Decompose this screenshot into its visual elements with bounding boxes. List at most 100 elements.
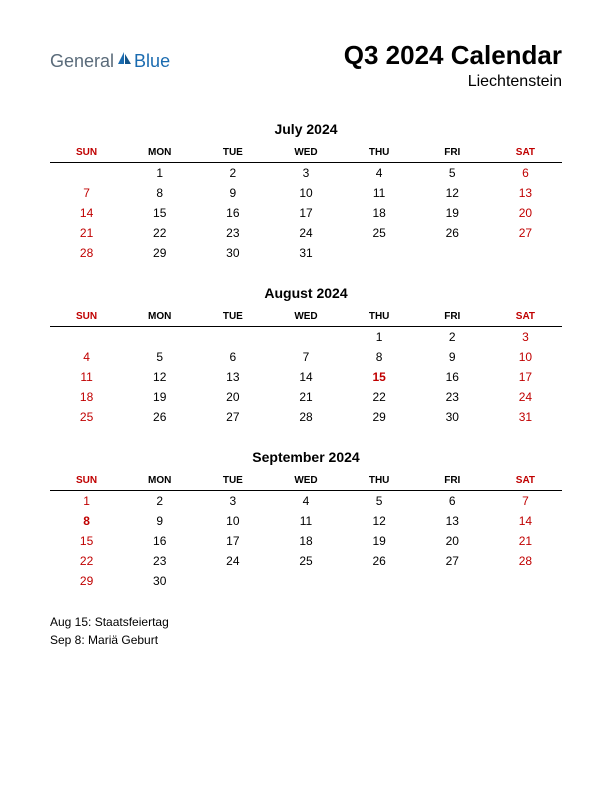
calendar-cell-empty: [123, 327, 196, 348]
page-subtitle: Liechtenstein: [344, 73, 562, 91]
calendar-cell: 28: [269, 407, 342, 427]
calendar-cell: 2: [123, 491, 196, 512]
calendar-cell: 15: [343, 367, 416, 387]
weekday-header: MON: [123, 143, 196, 163]
calendar-cell: 22: [123, 223, 196, 243]
calendar-cell: 14: [269, 367, 342, 387]
header: GeneralBlue Q3 2024 Calendar Liechtenste…: [50, 40, 562, 91]
calendar-cell: 27: [416, 551, 489, 571]
calendar-cell: 22: [343, 387, 416, 407]
calendar-cell-empty: [489, 571, 562, 591]
calendar-cell: 7: [50, 183, 123, 203]
weekday-header: THU: [343, 143, 416, 163]
calendar-cell: 18: [50, 387, 123, 407]
calendar-cell: 23: [196, 223, 269, 243]
calendar-cell: 28: [50, 243, 123, 263]
calendar-cell: 2: [416, 327, 489, 348]
calendar-cell: 4: [50, 347, 123, 367]
calendar-cell: 5: [416, 163, 489, 184]
calendar-cell: 14: [489, 511, 562, 531]
calendar-cell-empty: [343, 243, 416, 263]
weekday-header: TUE: [196, 143, 269, 163]
weekday-header: SUN: [50, 143, 123, 163]
weekday-header: SAT: [489, 307, 562, 327]
calendar-cell: 14: [50, 203, 123, 223]
calendar-cell: 5: [343, 491, 416, 512]
calendar-cell: 21: [489, 531, 562, 551]
calendar-cell: 11: [50, 367, 123, 387]
calendar-cell: 3: [269, 163, 342, 184]
calendar-cell: 18: [269, 531, 342, 551]
page-title: Q3 2024 Calendar: [344, 40, 562, 71]
month-block: July 2024SUNMONTUEWEDTHUFRISAT1234567891…: [50, 121, 562, 263]
calendar-cell-empty: [196, 327, 269, 348]
calendar-cell: 25: [50, 407, 123, 427]
calendar-cell: 28: [489, 551, 562, 571]
weekday-header: MON: [123, 307, 196, 327]
calendar-cell-empty: [50, 163, 123, 184]
calendar-cell-empty: [416, 571, 489, 591]
calendar-cell-empty: [50, 327, 123, 348]
calendar-cell: 9: [123, 511, 196, 531]
calendar-cell-empty: [489, 243, 562, 263]
calendar-cell: 29: [50, 571, 123, 591]
calendar-cell: 16: [416, 367, 489, 387]
calendar-cell: 13: [416, 511, 489, 531]
weekday-header: WED: [269, 471, 342, 491]
calendar-table: SUNMONTUEWEDTHUFRISAT1234567891011121314…: [50, 307, 562, 427]
logo: GeneralBlue: [50, 50, 170, 73]
calendar-cell-empty: [416, 243, 489, 263]
calendar-cell: 3: [196, 491, 269, 512]
calendar-cell: 11: [269, 511, 342, 531]
weekday-header: SUN: [50, 471, 123, 491]
calendar-cell: 12: [343, 511, 416, 531]
calendar-cell: 26: [416, 223, 489, 243]
weekday-header: SUN: [50, 307, 123, 327]
calendar-cell: 18: [343, 203, 416, 223]
calendar-cell: 12: [416, 183, 489, 203]
calendar-cell: 16: [123, 531, 196, 551]
calendar-cell-empty: [269, 571, 342, 591]
calendar-cell: 8: [123, 183, 196, 203]
calendar-cell-empty: [196, 571, 269, 591]
calendar-cell: 23: [416, 387, 489, 407]
month-title: September 2024: [50, 449, 562, 465]
month-block: August 2024SUNMONTUEWEDTHUFRISAT12345678…: [50, 285, 562, 427]
calendar-cell: 21: [50, 223, 123, 243]
month-title: July 2024: [50, 121, 562, 137]
holiday-entry: Aug 15: Staatsfeiertag: [50, 613, 562, 631]
calendar-cell: 1: [50, 491, 123, 512]
weekday-header: SAT: [489, 471, 562, 491]
weekday-header: FRI: [416, 471, 489, 491]
calendar-cell: 3: [489, 327, 562, 348]
calendar-cell: 27: [196, 407, 269, 427]
calendar-cell: 26: [123, 407, 196, 427]
calendar-cell: 5: [123, 347, 196, 367]
calendar-cell: 6: [416, 491, 489, 512]
calendar-cell: 10: [269, 183, 342, 203]
weekday-header: THU: [343, 471, 416, 491]
calendar-cell: 12: [123, 367, 196, 387]
calendar-table: SUNMONTUEWEDTHUFRISAT1234567891011121314…: [50, 143, 562, 263]
calendar-cell: 19: [416, 203, 489, 223]
weekday-header: TUE: [196, 471, 269, 491]
calendar-cell: 8: [50, 511, 123, 531]
calendar-cell-empty: [343, 571, 416, 591]
calendar-cell: 20: [416, 531, 489, 551]
calendar-cell: 16: [196, 203, 269, 223]
calendar-cell: 13: [489, 183, 562, 203]
calendar-cell: 9: [196, 183, 269, 203]
calendar-cell: 13: [196, 367, 269, 387]
calendar-cell: 31: [269, 243, 342, 263]
calendar-cell: 20: [489, 203, 562, 223]
calendar-cell: 11: [343, 183, 416, 203]
calendar-cell-empty: [269, 327, 342, 348]
calendar-cell: 17: [196, 531, 269, 551]
month-title: August 2024: [50, 285, 562, 301]
calendar-cell: 30: [196, 243, 269, 263]
calendar-cell: 23: [123, 551, 196, 571]
weekday-header: FRI: [416, 307, 489, 327]
calendar-cell: 19: [343, 531, 416, 551]
calendar-cell: 27: [489, 223, 562, 243]
calendar-cell: 1: [123, 163, 196, 184]
